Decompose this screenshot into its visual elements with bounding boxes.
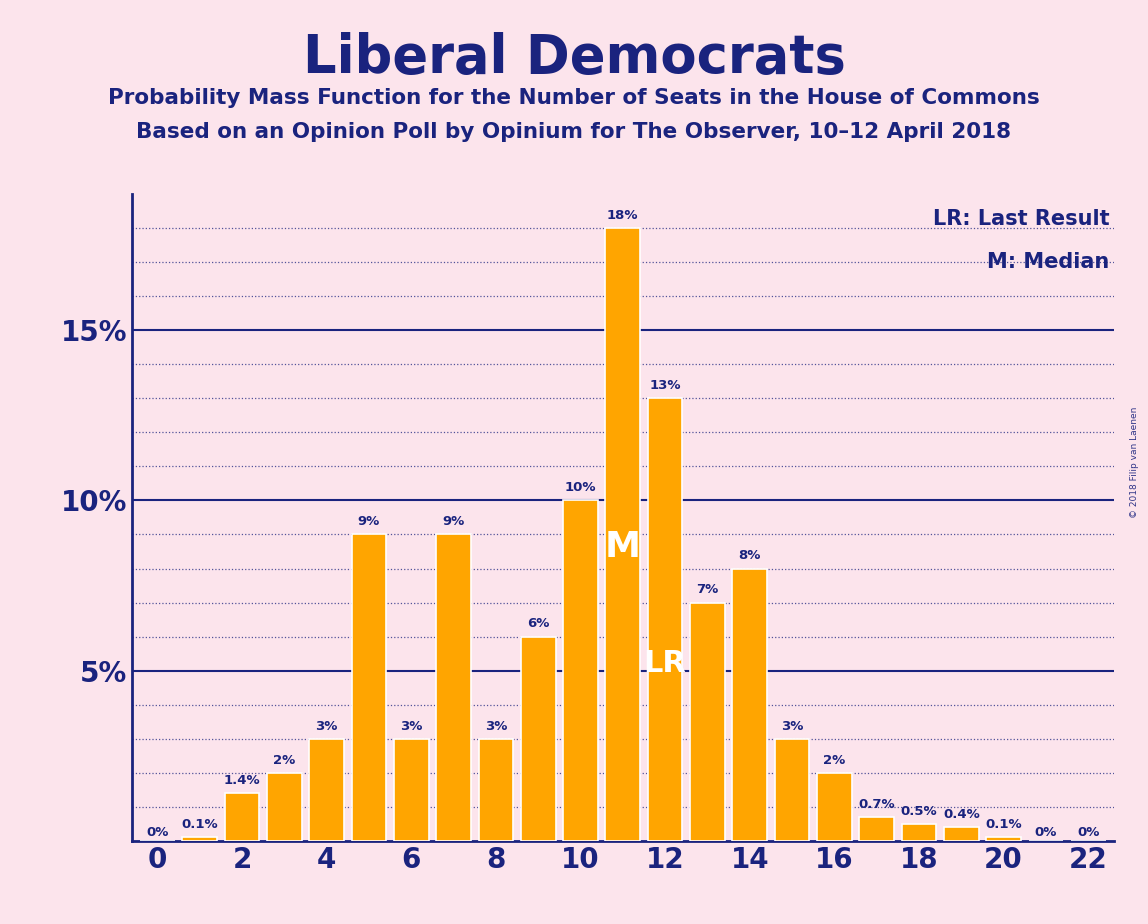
Bar [732, 568, 767, 841]
Text: 9%: 9% [358, 516, 380, 529]
Bar [690, 602, 724, 841]
Bar [986, 837, 1021, 841]
Bar [351, 534, 386, 841]
Text: LR: LR [644, 650, 687, 678]
Text: 7%: 7% [697, 583, 719, 596]
Text: 3%: 3% [781, 720, 804, 733]
Bar [817, 772, 852, 841]
Text: 0.5%: 0.5% [901, 805, 937, 818]
Bar [225, 793, 259, 841]
Text: 0.4%: 0.4% [943, 808, 979, 821]
Text: 18%: 18% [607, 209, 638, 222]
Text: Probability Mass Function for the Number of Seats in the House of Commons: Probability Mass Function for the Number… [108, 88, 1040, 108]
Text: M: Median: M: Median [987, 252, 1109, 272]
Text: 10%: 10% [565, 481, 596, 494]
Bar [775, 738, 809, 841]
Text: Based on an Opinion Poll by Opinium for The Observer, 10–12 April 2018: Based on an Opinion Poll by Opinium for … [137, 122, 1011, 142]
Bar [647, 398, 682, 841]
Text: 0.1%: 0.1% [181, 819, 218, 832]
Text: © 2018 Filip van Laenen: © 2018 Filip van Laenen [1130, 407, 1139, 517]
Text: 1.4%: 1.4% [224, 774, 261, 787]
Bar [944, 827, 978, 841]
Bar [901, 824, 937, 841]
Bar [479, 738, 513, 841]
Bar [860, 817, 894, 841]
Bar [394, 738, 428, 841]
Text: 9%: 9% [442, 516, 465, 529]
Text: 2%: 2% [273, 754, 295, 767]
Bar [436, 534, 471, 841]
Bar [521, 637, 556, 841]
Text: 0.7%: 0.7% [859, 798, 895, 811]
Text: 2%: 2% [823, 754, 845, 767]
Bar [309, 738, 344, 841]
Text: Liberal Democrats: Liberal Democrats [303, 32, 845, 84]
Text: 13%: 13% [650, 379, 681, 392]
Text: 3%: 3% [400, 720, 422, 733]
Text: 8%: 8% [738, 550, 761, 563]
Bar [183, 837, 217, 841]
Text: LR: Last Result: LR: Last Result [932, 210, 1109, 229]
Text: 6%: 6% [527, 617, 550, 630]
Text: 0%: 0% [1034, 826, 1057, 839]
Bar [267, 772, 302, 841]
Bar [605, 228, 641, 841]
Bar [564, 501, 598, 841]
Text: 0%: 0% [1077, 826, 1100, 839]
Text: 0.1%: 0.1% [985, 819, 1022, 832]
Text: 3%: 3% [484, 720, 507, 733]
Text: 3%: 3% [316, 720, 338, 733]
Text: 0%: 0% [146, 826, 169, 839]
Text: M: M [605, 529, 641, 564]
